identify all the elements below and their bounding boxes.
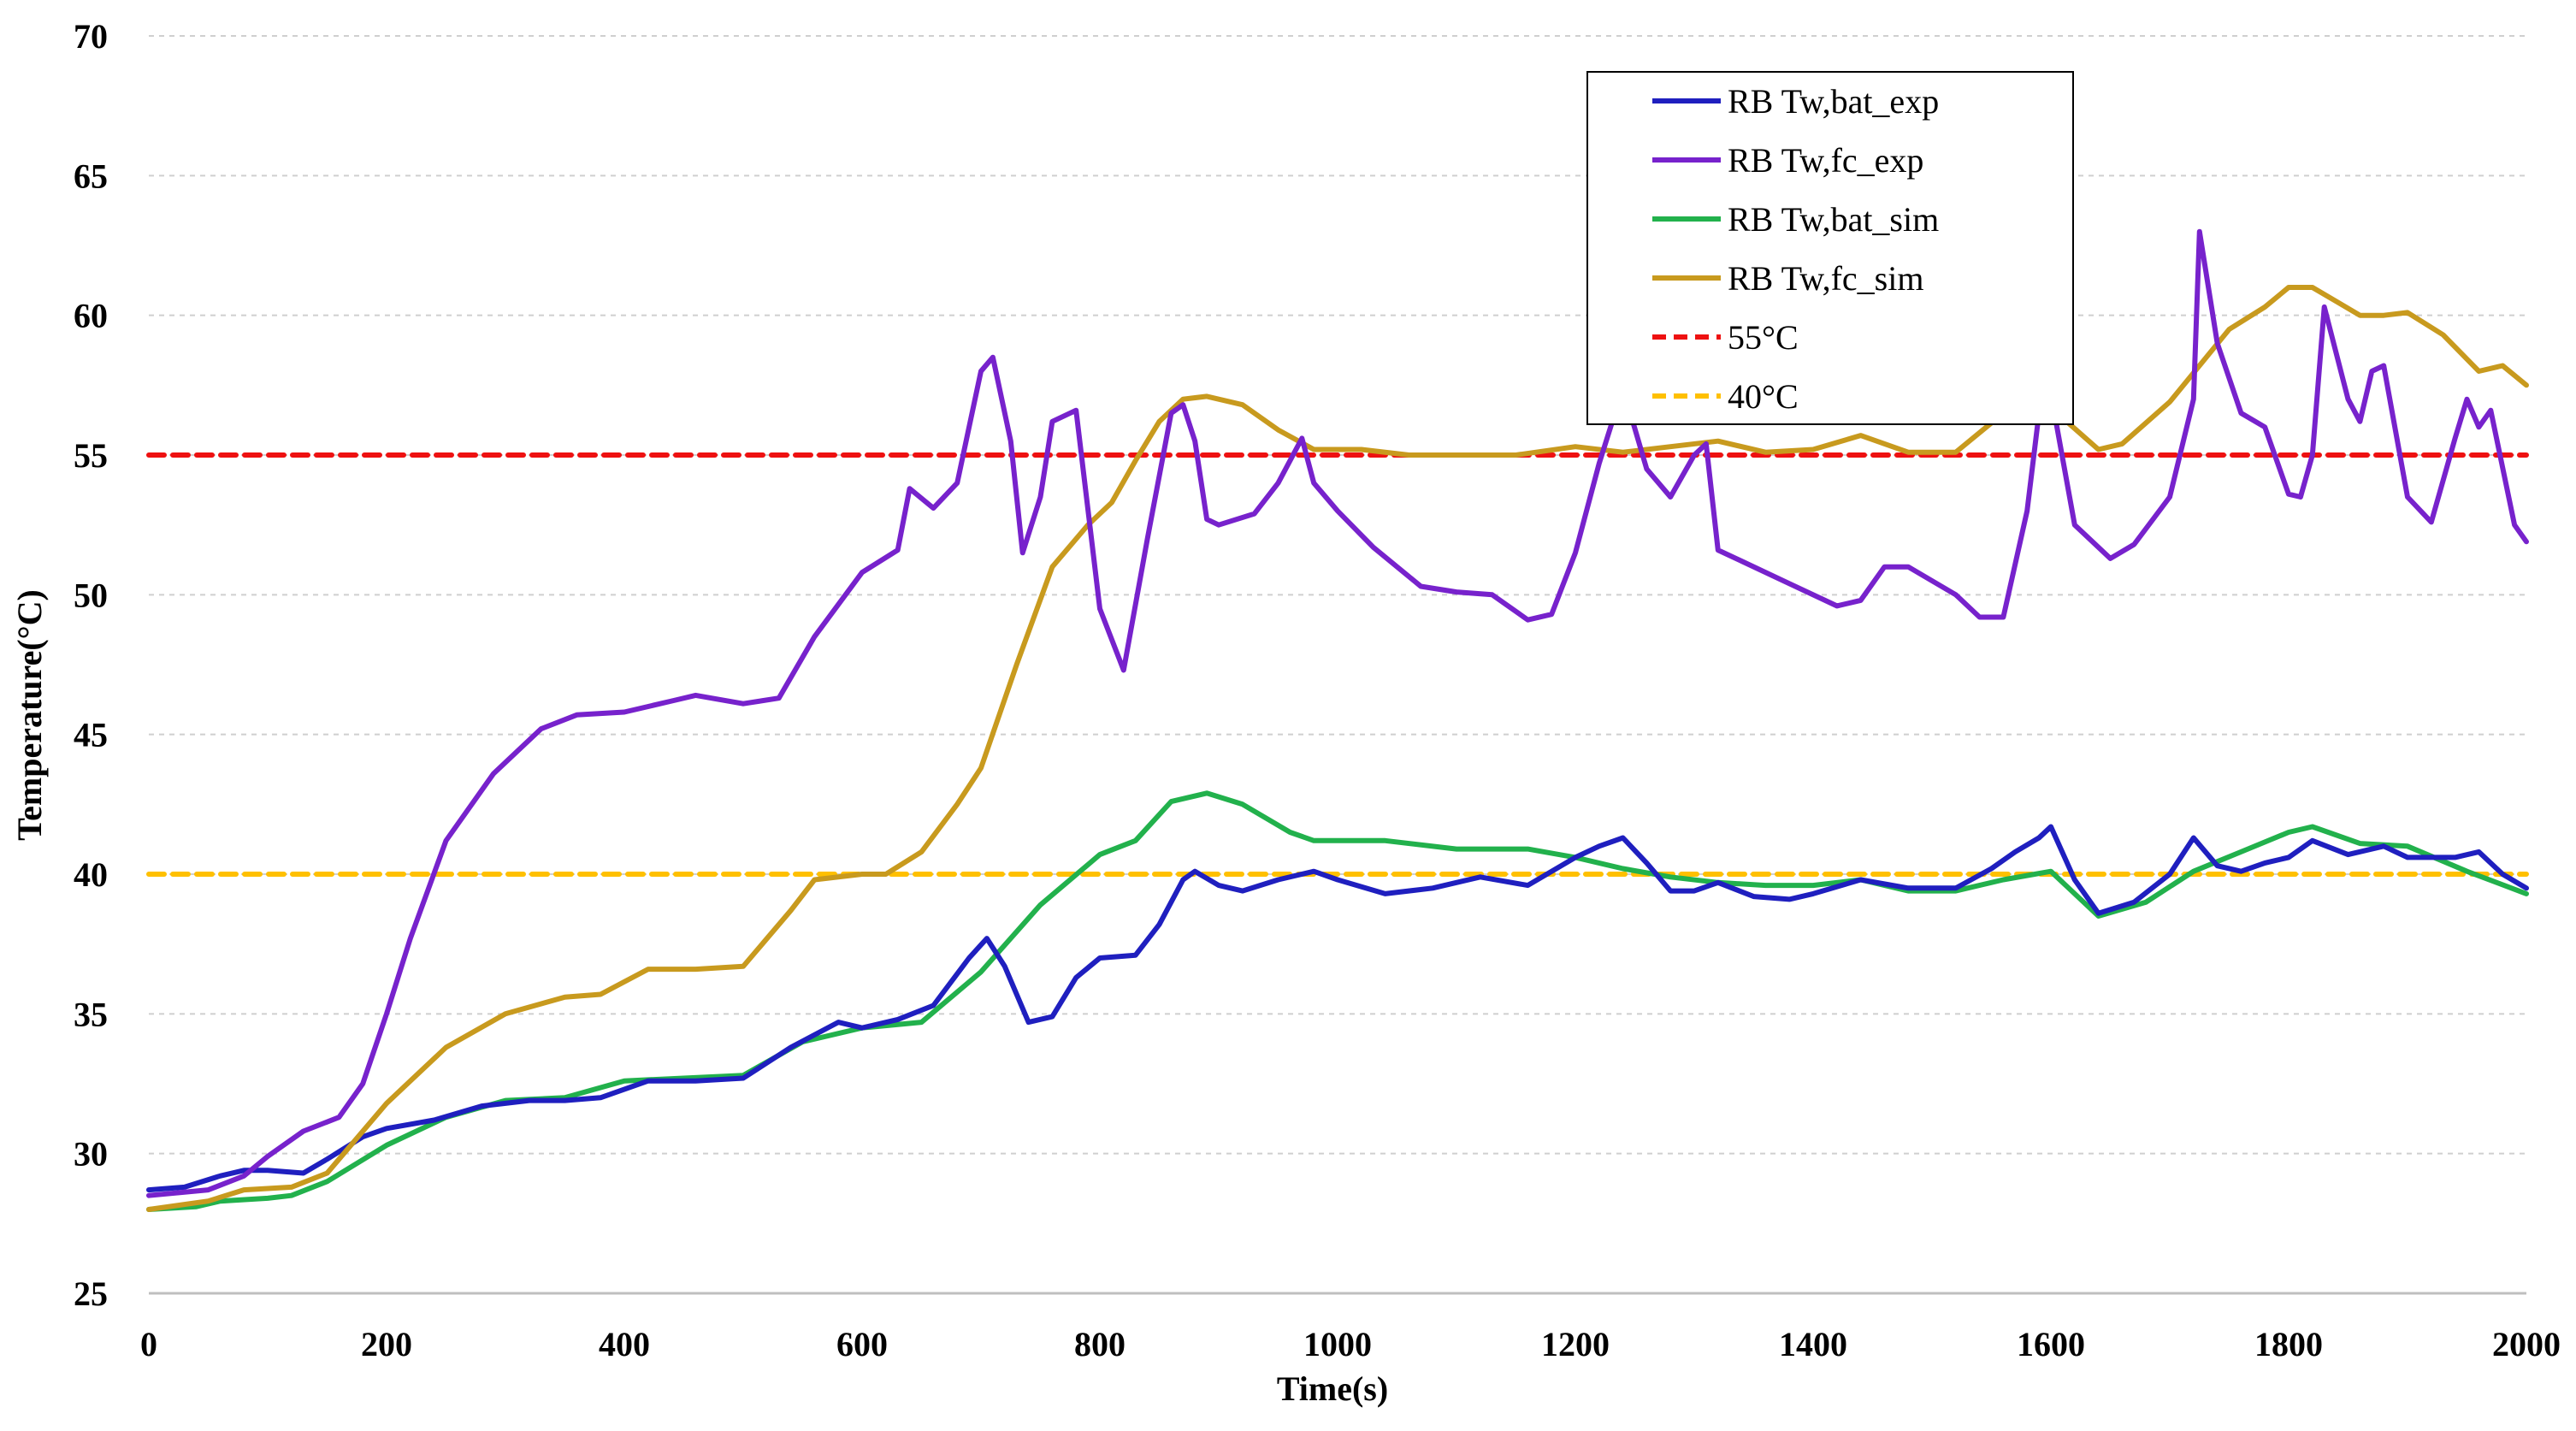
legend: RB Tw,bat_exp RB Tw,fc_exp RB Tw,bat_sim RB…	[1586, 71, 2074, 425]
x-tick-labels: 0 200 400 600 800 1000 1200 1400 1600 1800 2000	[140, 1325, 2561, 1363]
series-line-3	[146, 285, 2529, 1212]
y-tick-label-1: 30	[74, 1135, 108, 1174]
y-tick-label-3: 40	[74, 855, 108, 894]
x-tick-label-3: 600	[836, 1325, 888, 1363]
legend-label-0: RB Tw,bat_exp	[1728, 82, 1939, 121]
y-tick-label-6: 55	[74, 436, 108, 475]
legend-label-2: RB Tw,bat_sim	[1728, 200, 1939, 239]
y-tick-label-5: 50	[74, 576, 108, 614]
x-tick-label-2: 400	[599, 1325, 650, 1363]
x-tick-label-1: 200	[361, 1325, 412, 1363]
series-line-0	[146, 824, 2529, 1193]
y-tick-label-9: 70	[74, 17, 108, 56]
series-line-1	[146, 228, 2529, 1198]
y-tick-label-4: 45	[74, 716, 108, 754]
legend-box	[1586, 71, 2074, 425]
y-tick-label-2: 35	[74, 995, 108, 1033]
legend-label-1: RB Tw,fc_exp	[1728, 141, 1923, 180]
x-axis-title: Time(s)	[1277, 1369, 1388, 1408]
y-axis-title: Temperature(°C)	[10, 589, 49, 841]
x-tick-label-10: 2000	[2492, 1325, 2561, 1363]
y-tick-labels: 25 30 35 40 45 50 55 60 65 70	[74, 17, 108, 1313]
x-tick-label-5: 1000	[1303, 1325, 1372, 1363]
y-tick-label-8: 65	[74, 157, 108, 195]
y-tick-label-7: 60	[74, 297, 108, 335]
series-line-2	[146, 790, 2529, 1212]
x-tick-label-9: 1800	[2254, 1325, 2323, 1363]
x-tick-label-7: 1400	[1779, 1325, 1847, 1363]
reference-lines	[146, 452, 2529, 877]
legend-label-4: 55°C	[1728, 318, 1799, 357]
x-tick-label-4: 800	[1074, 1325, 1126, 1363]
x-tick-label-0: 0	[140, 1325, 157, 1363]
series-lines	[146, 228, 2529, 1212]
x-tick-label-8: 1600	[2017, 1325, 2085, 1363]
y-tick-label-0: 25	[74, 1274, 108, 1313]
x-tick-label-6: 1200	[1541, 1325, 1610, 1363]
legend-label-3: RB Tw,fc_sim	[1728, 259, 1923, 298]
legend-label-5: 40°C	[1728, 377, 1799, 416]
